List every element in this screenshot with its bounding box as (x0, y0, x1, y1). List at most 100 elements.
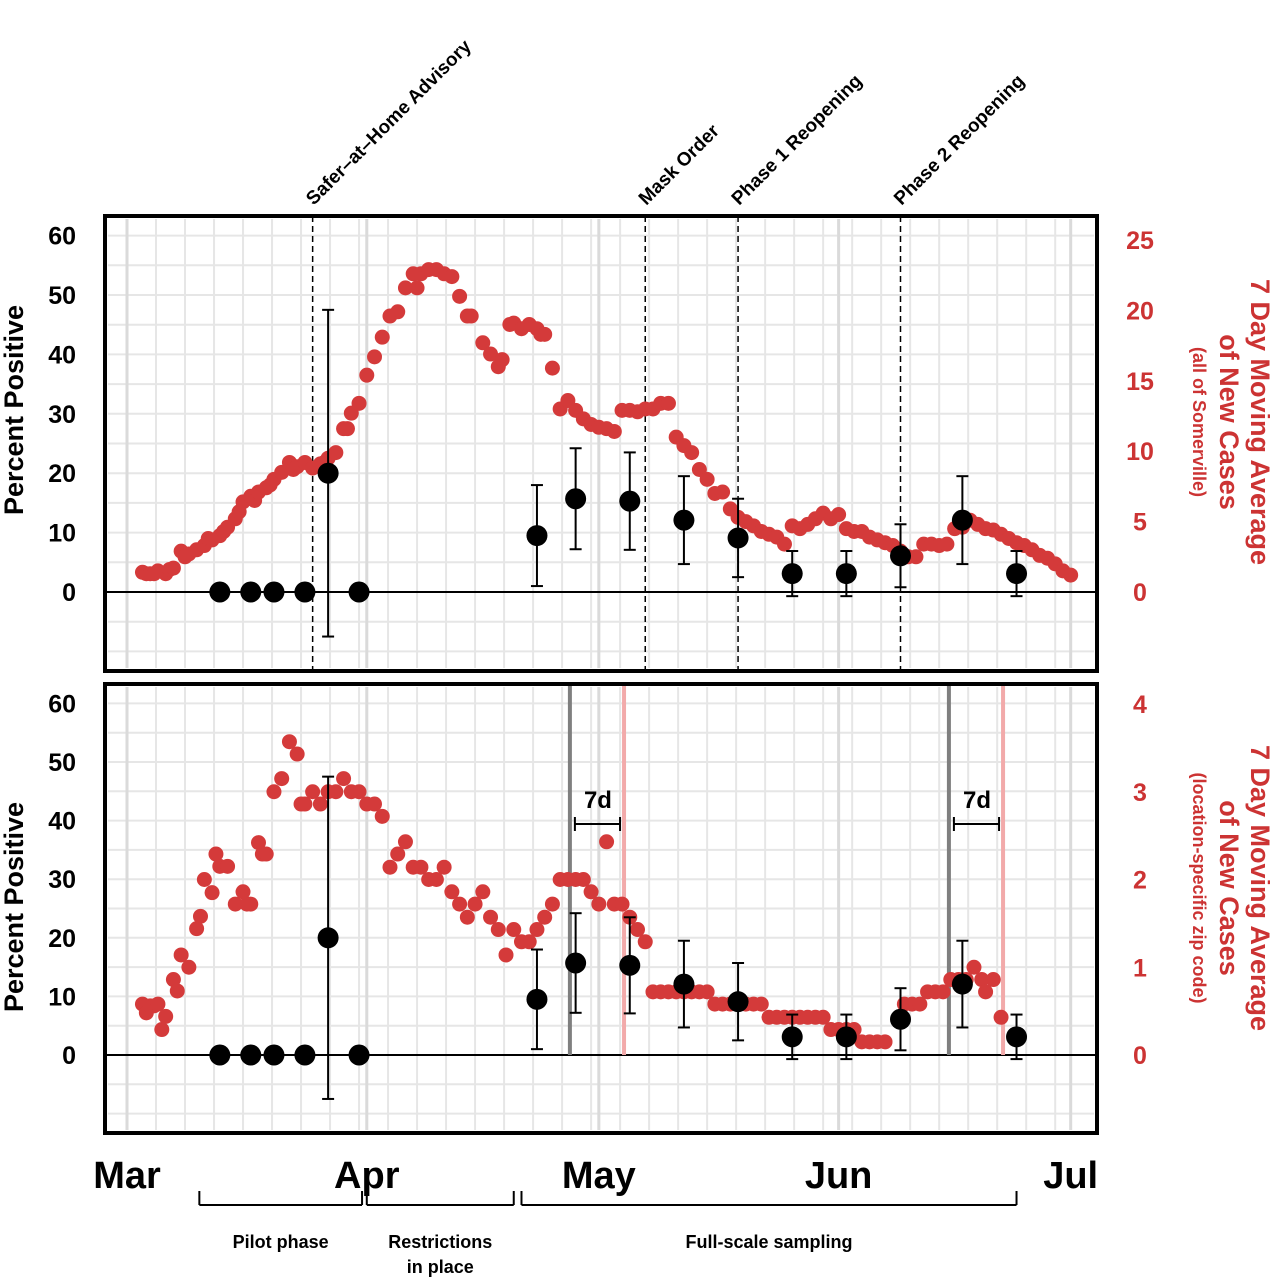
top-panel-ytick-left: 30 (48, 401, 76, 429)
event-label: Phase 1 Reopening (728, 71, 867, 210)
top-panel-case-point (328, 445, 344, 461)
bottom-panel-case-point (169, 983, 185, 999)
bottom-panel-case-point (935, 984, 951, 1000)
top-panel-ytick-right: 5 (1133, 509, 1147, 537)
bottom-panel-case-point (490, 922, 506, 938)
bottom-panel-case-point (367, 796, 383, 812)
bottom-panel-sample-point (781, 1026, 803, 1048)
top-panel-sample-point (526, 525, 548, 547)
top-panel-sample-point (263, 581, 285, 603)
bottom-panel-case-point (521, 934, 537, 950)
phase-label: Restrictions (388, 1232, 492, 1252)
bottom-panel-case-point (196, 872, 212, 887)
bottom-panel-case-point (274, 771, 290, 787)
bottom-panel-ytick-right: 4 (1133, 691, 1147, 719)
top-panel-case-point (367, 349, 383, 365)
top-panel-case-point (444, 269, 460, 285)
bottom-panel-sample-point (526, 988, 548, 1010)
bottom-panel-ytick-left: 30 (48, 866, 76, 894)
phase-label: Full-scale sampling (685, 1232, 852, 1252)
top-panel-sample-point (727, 527, 749, 549)
bottom-panel-case-point (189, 921, 205, 937)
top-panel-sample-point (619, 490, 641, 512)
bottom-panel-ytick-right: 2 (1133, 867, 1147, 895)
bottom-panel-sample-point (209, 1044, 231, 1066)
bottom-panel-case-point (266, 784, 282, 800)
top-panel-case-point (165, 560, 181, 576)
bottom-panel-ytick-right: 0 (1133, 1042, 1147, 1070)
bottom-panel-case-point (390, 846, 406, 862)
bottom-panel-case-point (637, 934, 653, 950)
bottom-panel-sample-point (727, 991, 749, 1013)
top-panel-ytick-right: 0 (1133, 579, 1147, 607)
top-panel-sample-point (951, 509, 973, 531)
top-panel-case-point (1063, 567, 1079, 583)
bottom-panel-case-point (591, 896, 607, 912)
bottom-panel-case-point (336, 771, 352, 787)
bottom-panel-case-point (630, 922, 646, 938)
bottom-panel-case-point (374, 808, 390, 824)
bottom-panel-ytick-left: 10 (48, 983, 76, 1011)
bottom-panel-sample-point (835, 1026, 857, 1048)
month-label: Mar (93, 1155, 161, 1197)
event-label: Phase 2 Reopening (890, 71, 1029, 210)
top-panel-case-point (776, 536, 792, 552)
bottom-panel-case-point (575, 872, 591, 887)
top-panel-ytick-left: 10 (48, 520, 76, 548)
bottom-panel-case-point (815, 1009, 831, 1025)
bottom-panel-case-point (614, 896, 630, 912)
bottom-panel-sample-point (565, 952, 587, 974)
bottom-panel-sample-point (673, 973, 695, 995)
bottom-panel-case-point (467, 896, 483, 912)
lag-label: 7d (963, 787, 991, 814)
bottom-panel-case-point (529, 922, 545, 938)
top-panel-case-point (831, 507, 847, 523)
bottom-panel-case-point (305, 784, 321, 800)
bottom-panel-case-point (289, 746, 305, 762)
top-panel-ytick-left: 60 (48, 223, 76, 251)
top-panel-case-point (351, 395, 367, 411)
top-panel-ylabel: Percent Positive (0, 305, 29, 515)
bottom-panel-case-point (985, 972, 1001, 988)
bottom-panel-case-point (220, 858, 236, 874)
bottom-panel-ytick-left: 0 (62, 1042, 76, 1070)
bottom-panel-ylabel-right: of New Cases (1214, 800, 1244, 976)
top-panel-case-point (390, 304, 406, 320)
bottom-panel-case-point (297, 796, 313, 812)
top-panel-case-point (374, 329, 390, 345)
bottom-panel-sample-point (317, 927, 339, 949)
bottom-panel-case-point (165, 972, 181, 988)
bottom-panel-case-point (312, 796, 328, 812)
bottom-panel-case-point (544, 896, 560, 912)
top-panel-ytick-right: 10 (1126, 438, 1154, 466)
top-panel-case-point (660, 395, 676, 411)
top-panel-sample-point (673, 509, 695, 531)
top-panel-case-point (475, 335, 491, 351)
bottom-panel-case-point (204, 885, 220, 901)
phase-label: in place (407, 1257, 474, 1277)
top-panel-sample-point (317, 462, 339, 484)
top-panel-case-point (908, 549, 924, 565)
top-panel-ytick-right: 20 (1126, 297, 1154, 325)
bottom-panel-case-point (243, 896, 259, 912)
bottom-panel-case-point (208, 846, 224, 862)
top-panel-sample-point (781, 563, 803, 585)
bottom-panel-ytick-left: 50 (48, 749, 76, 777)
bottom-panel-case-point (397, 834, 413, 850)
top-panel-ytick-left: 50 (48, 282, 76, 310)
top-panel-case-point (684, 445, 700, 461)
bottom-panel-case-point (459, 909, 475, 925)
bottom-panel-case-point (993, 1009, 1009, 1025)
bottom-panel-case-point (436, 859, 452, 875)
bottom-panel-ylabel: Percent Positive (0, 802, 29, 1012)
bottom-panel-case-point (235, 884, 251, 900)
bottom-panel-case-point (154, 1022, 170, 1038)
top-panel-frame (103, 214, 1099, 673)
bottom-panel-sample-point (263, 1044, 285, 1066)
bottom-panel-case-point (281, 734, 297, 750)
top-panel-ylabel-right: (all of Somerville) (1189, 347, 1209, 497)
bottom-panel-case-point (974, 972, 990, 988)
bottom-panel-ytick-left: 40 (48, 808, 76, 836)
